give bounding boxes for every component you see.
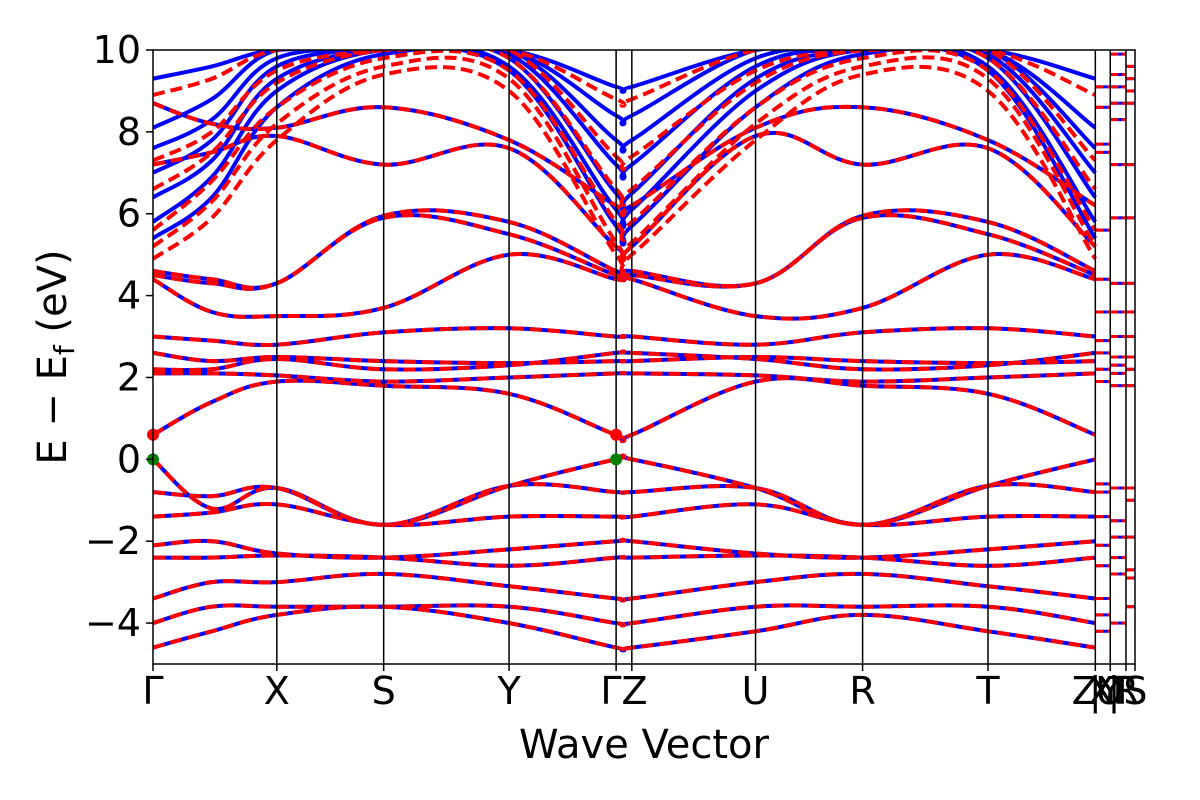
y-tick-label: 4	[117, 274, 141, 318]
x-tick-label: X	[1088, 669, 1114, 713]
y-tick-label: −2	[85, 519, 141, 563]
band-line-blue	[153, 376, 1097, 444]
band-line-blue	[153, 50, 1097, 181]
x-axis-label: Wave Vector	[519, 722, 770, 768]
band-line-red-dashed	[153, 350, 1096, 366]
band-line-blue	[153, 571, 1096, 603]
y-tick-label: −4	[85, 601, 141, 645]
band-line-red-dashed	[153, 55, 1097, 264]
extremum-marker	[610, 428, 623, 441]
band-line-blue	[153, 502, 1096, 528]
x-tick-label: Y	[1098, 669, 1123, 713]
band-line-red-dashed	[153, 213, 1097, 291]
band-line-red-dashed	[153, 326, 1096, 348]
band-line-red-dashed	[153, 370, 1096, 384]
x-tick-label: Γ	[142, 669, 163, 713]
band-line-blue	[153, 453, 1096, 527]
extrema-markers	[147, 428, 623, 466]
x-tick-label: Z	[1072, 669, 1098, 713]
x-tick-label: U	[1096, 669, 1124, 713]
band-line-red-dashed	[153, 50, 1097, 108]
x-tick-label: R	[1113, 669, 1139, 713]
x-tick-label: S	[372, 669, 396, 713]
band-line-blue	[153, 603, 1096, 628]
band-line-red-dashed	[153, 130, 1097, 263]
x-tick-label: U	[742, 669, 770, 713]
x-tick-label: R	[849, 669, 875, 713]
band-line-blue	[153, 50, 1096, 94]
y-axis-label-subscript: f	[48, 344, 81, 355]
band-line-red-dashed	[153, 571, 1096, 603]
y-axis-label: E − Ef (eV)	[30, 249, 81, 464]
y-tick-label: 10	[93, 28, 141, 72]
x-tick-label: T	[975, 669, 1000, 713]
y-tick-label: 6	[117, 192, 141, 236]
x-tick-label: ΓZ	[600, 669, 647, 713]
band-line-red-dashed	[153, 537, 1096, 560]
y-tick-label: 0	[117, 437, 141, 481]
y-axis-ticks: −4 −2 0 2 4 6 8 10	[85, 28, 153, 645]
plot-frame	[152, 49, 1136, 665]
y-tick-label: 2	[117, 355, 141, 399]
x-tick-label: |	[1108, 669, 1121, 714]
x-tick-label: X	[264, 669, 290, 713]
high-symmetry-lines	[276, 50, 1127, 664]
band-line-red-dashed	[153, 208, 1097, 290]
band-line-blue	[153, 50, 1097, 130]
x-tick-label: T	[1109, 669, 1134, 713]
band-line-red-dashed	[153, 604, 1096, 653]
x-axis-ticks: Γ X S Y ΓZ U R T ZX|UY|TRS	[142, 664, 1148, 714]
band-line-red-dashed	[153, 453, 1096, 527]
extremum-marker	[610, 453, 623, 466]
y-tick-label: 8	[117, 110, 141, 154]
band-line-red-dashed	[153, 553, 1096, 568]
x-tick-label: S	[1123, 669, 1147, 713]
x-tick-label: Y	[496, 669, 521, 713]
x-tick-label: |	[1089, 669, 1102, 714]
band-line-red-dashed	[153, 502, 1096, 528]
band-line-red-dashed	[153, 349, 1096, 373]
y-axis-label-unit: (eV)	[30, 249, 76, 345]
y-axis-label-main: E − E	[30, 355, 76, 465]
